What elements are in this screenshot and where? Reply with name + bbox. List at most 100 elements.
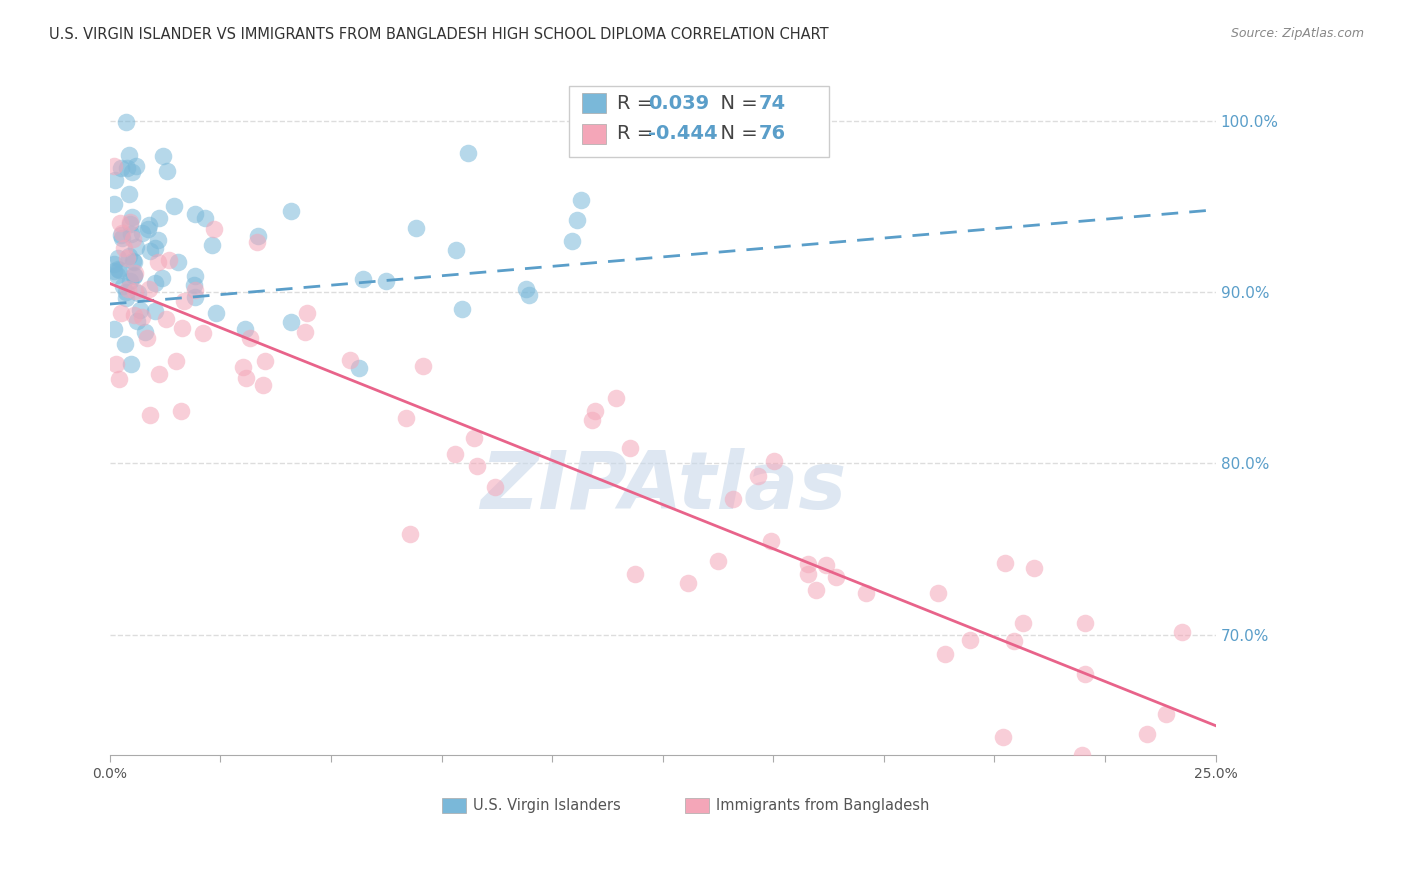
Point bbox=[295, 306, 318, 320]
Point bbox=[723, 491, 745, 506]
Point bbox=[347, 360, 370, 375]
Point bbox=[166, 255, 188, 269]
Point bbox=[124, 268, 146, 282]
Point bbox=[163, 199, 186, 213]
Point bbox=[412, 359, 434, 373]
Point bbox=[994, 556, 1017, 570]
Text: R =: R = bbox=[617, 94, 659, 112]
Point bbox=[352, 272, 374, 286]
Point bbox=[103, 263, 125, 277]
Point bbox=[707, 554, 730, 568]
Point bbox=[205, 306, 228, 320]
Point bbox=[927, 586, 949, 600]
Point bbox=[457, 145, 479, 160]
Point bbox=[444, 446, 467, 460]
Point bbox=[148, 368, 170, 382]
Point bbox=[465, 458, 488, 473]
Text: U.S. Virgin Islanders: U.S. Virgin Islanders bbox=[472, 798, 620, 814]
Point bbox=[581, 413, 603, 427]
Point bbox=[150, 271, 173, 285]
Point bbox=[183, 268, 205, 283]
Point bbox=[115, 291, 138, 305]
Point bbox=[239, 331, 262, 345]
Point bbox=[117, 282, 139, 296]
Point bbox=[825, 570, 848, 584]
Point bbox=[115, 251, 138, 265]
Point bbox=[762, 454, 785, 468]
Point bbox=[339, 352, 361, 367]
Point bbox=[139, 244, 162, 259]
Point bbox=[124, 268, 146, 283]
Point bbox=[143, 241, 166, 255]
Text: 76: 76 bbox=[759, 124, 786, 144]
Point bbox=[136, 221, 159, 235]
Point bbox=[155, 312, 177, 326]
Point bbox=[110, 306, 132, 320]
Point bbox=[993, 730, 1015, 744]
Point bbox=[152, 149, 174, 163]
Point bbox=[148, 211, 170, 225]
Point bbox=[280, 203, 302, 218]
FancyBboxPatch shape bbox=[582, 93, 606, 113]
Point bbox=[108, 262, 131, 277]
Point bbox=[855, 586, 877, 600]
Point bbox=[201, 238, 224, 252]
Point bbox=[1154, 707, 1177, 722]
Point bbox=[585, 404, 607, 418]
Point bbox=[120, 274, 142, 288]
Point bbox=[184, 284, 207, 298]
Point bbox=[124, 308, 146, 322]
Text: 74: 74 bbox=[759, 94, 786, 112]
Point bbox=[233, 322, 256, 336]
Point bbox=[1024, 561, 1046, 575]
Point bbox=[108, 372, 131, 386]
Point bbox=[193, 326, 215, 340]
Point bbox=[105, 268, 128, 282]
Point bbox=[605, 391, 627, 405]
Point bbox=[405, 221, 427, 235]
Point bbox=[146, 255, 169, 269]
Point bbox=[111, 231, 134, 245]
Point bbox=[247, 229, 270, 244]
Point bbox=[444, 243, 467, 257]
Text: -0.444: -0.444 bbox=[648, 124, 718, 144]
Point bbox=[517, 287, 540, 301]
Point bbox=[110, 161, 132, 175]
Point bbox=[1070, 747, 1092, 762]
Point bbox=[184, 290, 207, 304]
Point bbox=[134, 325, 156, 339]
Point bbox=[399, 526, 422, 541]
Point bbox=[143, 277, 166, 291]
Point bbox=[121, 165, 143, 179]
Text: N =: N = bbox=[709, 124, 763, 144]
Point bbox=[561, 234, 583, 248]
Point bbox=[759, 534, 782, 549]
Text: U.S. VIRGIN ISLANDER VS IMMIGRANTS FROM BANGLADESH HIGH SCHOOL DIPLOMA CORRELATI: U.S. VIRGIN ISLANDER VS IMMIGRANTS FROM … bbox=[49, 27, 828, 42]
Point bbox=[156, 164, 179, 178]
Point bbox=[814, 558, 837, 573]
Point bbox=[184, 207, 207, 221]
FancyBboxPatch shape bbox=[685, 798, 709, 813]
Point bbox=[484, 480, 506, 494]
Point bbox=[463, 431, 485, 445]
Text: N =: N = bbox=[709, 94, 763, 112]
Point bbox=[173, 293, 195, 308]
Point bbox=[183, 278, 205, 293]
FancyBboxPatch shape bbox=[441, 798, 465, 813]
Text: ZIPAtlas: ZIPAtlas bbox=[479, 449, 846, 526]
Point bbox=[112, 242, 135, 256]
Point bbox=[110, 228, 132, 243]
Point bbox=[124, 266, 146, 280]
Point bbox=[104, 357, 127, 371]
Point bbox=[122, 232, 145, 246]
Point bbox=[104, 173, 127, 187]
Point bbox=[235, 371, 257, 385]
Point bbox=[252, 378, 274, 392]
Point bbox=[121, 210, 143, 224]
Point bbox=[131, 226, 153, 240]
Point bbox=[797, 567, 820, 582]
Point bbox=[112, 279, 135, 293]
Point bbox=[124, 284, 146, 298]
Point bbox=[1170, 624, 1192, 639]
Point bbox=[294, 325, 316, 339]
